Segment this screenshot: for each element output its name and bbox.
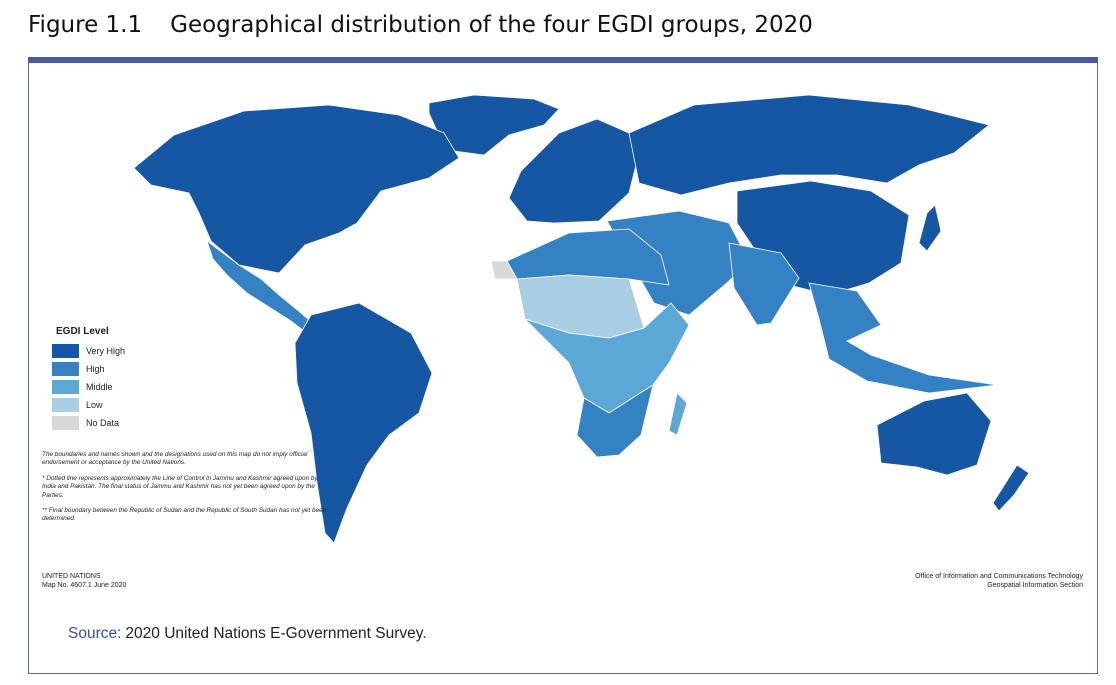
map-australia xyxy=(876,392,992,476)
legend-item-middle: Middle xyxy=(52,378,125,396)
map-notes: The boundaries and names shown and the d… xyxy=(42,451,332,531)
legend-item-no-data: No Data xyxy=(52,414,125,432)
note-kashmir: * Dotted line represents approximately t… xyxy=(42,474,318,499)
map-japan xyxy=(918,204,942,252)
legend-swatch-low xyxy=(52,398,79,412)
map-south-america xyxy=(294,302,433,544)
note-sudan: ** Final boundary between the Republic o… xyxy=(42,507,327,523)
source-line: Source: 2020 United Nations E-Government … xyxy=(68,625,427,643)
oict-credit-line1: Office of Information and Communications… xyxy=(915,573,1083,580)
figure-number: Figure 1.1 xyxy=(28,12,143,38)
legend-label-high: High xyxy=(86,364,105,374)
map-new-zealand xyxy=(992,464,1030,512)
legend-swatch-middle xyxy=(52,380,79,394)
legend-label-middle: Middle xyxy=(86,382,113,392)
figure-title: Figure 1.1 Geographical distribution of t… xyxy=(28,12,813,38)
un-credit-line2: Map No. 4607.1 June 2020 xyxy=(42,582,127,589)
legend-label-no-data: No Data xyxy=(86,418,120,428)
legend-swatch-very-high xyxy=(52,344,79,358)
map-russia xyxy=(628,94,990,196)
legend-item-low: Low xyxy=(52,396,125,414)
map-europe xyxy=(508,118,638,224)
note-disclaimer: The boundaries and names shown and the d… xyxy=(42,451,308,467)
map-north-america xyxy=(133,104,460,274)
map-western-sahara xyxy=(490,260,518,280)
figure-caption: Geographical distribution of the four EG… xyxy=(170,12,813,38)
figure-top-rule xyxy=(28,57,1098,63)
map-madagascar xyxy=(668,392,688,436)
source-label: Source: xyxy=(68,625,122,642)
legend-swatch-high xyxy=(52,362,79,376)
map-africa-central xyxy=(524,302,690,414)
oict-credit: Office of Information and Communications… xyxy=(915,572,1083,590)
un-credit: UNITED NATIONS Map No. 4607.1 June 2020 xyxy=(42,572,126,590)
legend-label-very-high: Very High xyxy=(86,346,126,356)
world-map xyxy=(133,94,1030,544)
source-text: 2020 United Nations E-Government Survey. xyxy=(125,625,427,642)
figure-frame xyxy=(28,57,1098,674)
un-credit-line1: UNITED NATIONS xyxy=(42,573,101,580)
map-greenland xyxy=(428,94,560,156)
legend-label-low: Low xyxy=(86,400,103,410)
legend-item-high: High xyxy=(52,360,125,378)
legend-item-very-high: Very High xyxy=(52,342,125,360)
map-india xyxy=(728,242,800,326)
map-southern-africa xyxy=(576,384,654,458)
legend-title: EGDI Level xyxy=(56,326,109,337)
map-legend: EGDI Level Very High High Middle Low No … xyxy=(52,326,125,432)
map-southeast-asia xyxy=(808,282,998,394)
oict-credit-line2: Geospatial Information Section xyxy=(987,582,1083,589)
legend-swatch-no-data xyxy=(52,416,79,430)
